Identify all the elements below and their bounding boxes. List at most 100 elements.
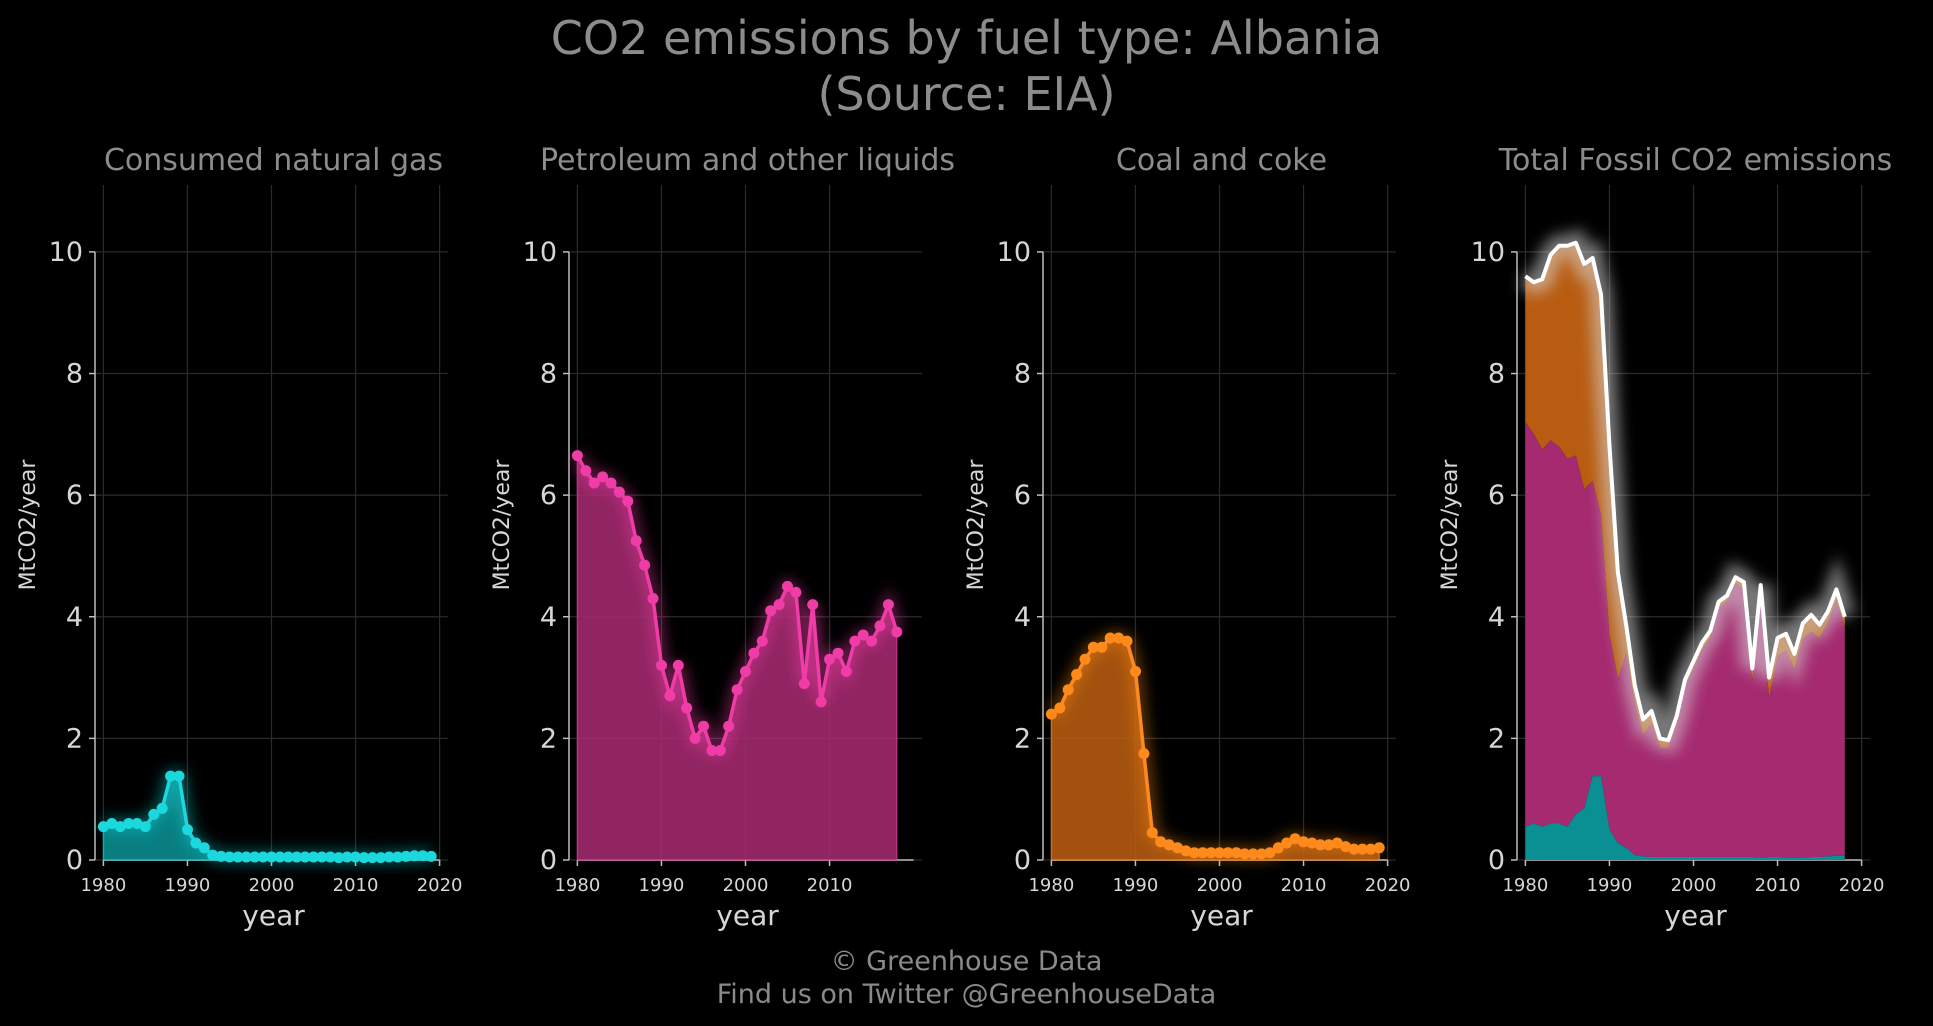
data-point-coal: [1197, 847, 1209, 859]
data-point-petroleum: [672, 659, 684, 671]
total-line: [1524, 240, 1847, 743]
data-point-coal: [1230, 847, 1242, 859]
data-point-petroleum: [891, 626, 903, 638]
data-point-coal: [1298, 836, 1309, 848]
data-point-petroleum: [647, 593, 659, 604]
data-point-gas: [173, 770, 185, 782]
data-point-coal: [1348, 843, 1360, 855]
y-tick-label: 4: [540, 602, 557, 633]
data-point-gas: [215, 850, 227, 862]
y-tick-label: 8: [66, 359, 83, 390]
x-tick-label: 1990: [1113, 875, 1159, 896]
data-point-coal: [1113, 632, 1125, 644]
x-tick-label: 2000: [1671, 875, 1717, 896]
data-point-coal: [1373, 842, 1385, 854]
x-axis-label: year: [1190, 899, 1253, 932]
y-tick-label: 10: [49, 237, 83, 268]
data-point-gas: [257, 851, 269, 863]
data-point-gas: [366, 852, 378, 864]
data-point-gas: [274, 851, 286, 863]
data-point-gas: [316, 851, 328, 863]
data-point-coal: [1340, 841, 1352, 853]
x-tick-label: 1990: [165, 875, 211, 896]
data-point-coal: [1365, 843, 1377, 855]
x-axis-label: year: [1664, 899, 1727, 932]
data-point-gas: [240, 851, 252, 863]
y-tick-label: 8: [1488, 359, 1505, 390]
y-tick-label: 0: [1488, 845, 1505, 876]
data-point-gas: [333, 852, 345, 864]
chart-subtitle: (Source: EIA): [817, 67, 1116, 121]
series-area-coal: [1050, 637, 1380, 861]
data-point-petroleum: [689, 732, 701, 744]
y-tick-label: 0: [66, 845, 83, 876]
data-point-gas: [392, 851, 404, 863]
panel-title: Consumed natural gas: [104, 143, 443, 178]
y-tick-label: 10: [997, 237, 1031, 268]
data-point-gas: [190, 837, 202, 849]
data-point-coal: [1222, 847, 1234, 859]
data-point-gas: [324, 851, 336, 863]
data-point-gas: [232, 851, 244, 863]
stack-area-coal: [1525, 242, 1845, 748]
y-tick-label: 8: [540, 359, 557, 390]
panel-natural-gas: 0 2 4 6 8 10 1980 1990 2000 2010 2020 Consumed natu…: [16, 143, 463, 932]
x-tick-label: 1990: [639, 875, 685, 896]
data-point-petroleum: [790, 586, 802, 598]
y-tick-label: 10: [1471, 237, 1505, 268]
data-point-gas: [375, 852, 387, 864]
data-point-gas: [425, 850, 437, 862]
y-axis-label: MtCO2/year: [490, 459, 515, 591]
panel-petroleum: 0 2 4 6 8 10 1980 1990 2000 2010 Petroleum and oth…: [490, 143, 955, 932]
panel-title: Coal and coke: [1116, 143, 1327, 178]
data-point-gas: [308, 851, 319, 863]
data-point-petroleum: [748, 647, 760, 659]
data-point-petroleum: [807, 599, 819, 611]
data-point-petroleum: [765, 605, 777, 617]
x-tick-label: 1980: [554, 875, 600, 896]
data-point-coal: [1272, 842, 1284, 854]
data-point-coal: [1062, 684, 1074, 696]
data-point-petroleum: [681, 702, 693, 714]
data-point-petroleum: [597, 471, 609, 483]
data-point-petroleum: [639, 559, 651, 571]
data-point-petroleum: [832, 647, 844, 659]
data-point-petroleum: [874, 620, 886, 632]
y-tick-label: 6: [540, 480, 557, 511]
chart-title: CO2 emissions by fuel type: Albania: [550, 11, 1383, 65]
data-point-coal: [1104, 632, 1116, 644]
data-point-gas: [148, 808, 160, 820]
data-point-gas: [131, 818, 143, 829]
y-axis-label: MtCO2/year: [16, 459, 41, 591]
y-tick-label: 0: [540, 845, 557, 876]
data-point-coal: [1071, 669, 1083, 680]
data-point-gas: [182, 824, 193, 836]
y-tick-label: 2: [1014, 723, 1031, 754]
y-tick-label: 0: [1014, 845, 1031, 876]
panel-title: Total Fossil CO2 emissions: [1498, 143, 1892, 178]
data-point-coal: [1172, 842, 1183, 854]
data-point-gas: [139, 821, 151, 833]
data-point-coal: [1180, 845, 1192, 857]
data-point-petroleum: [571, 450, 583, 462]
y-tick-label: 2: [66, 723, 83, 754]
data-point-coal: [1247, 848, 1259, 860]
data-point-gas: [408, 850, 420, 862]
panel-total: 0 2 4 6 8 10 1980 1990 2000 2010 2020 Total Fossil …: [1438, 143, 1892, 932]
x-tick-label: 2020: [417, 875, 463, 896]
y-tick-label: 6: [66, 480, 83, 511]
x-tick-label: 2000: [1197, 875, 1243, 896]
data-point-petroleum: [866, 635, 878, 647]
data-point-petroleum: [857, 629, 869, 641]
data-point-coal: [1281, 837, 1293, 849]
data-point-coal: [1130, 666, 1141, 677]
data-point-coal: [1138, 748, 1150, 760]
panel-title: Petroleum and other liquids: [540, 143, 955, 178]
x-tick-label: 2010: [1281, 875, 1327, 896]
x-tick-label: 2020: [1839, 875, 1885, 896]
data-point-petroleum: [698, 720, 709, 732]
data-point-gas: [123, 818, 135, 829]
x-tick-label: 1980: [1028, 875, 1074, 896]
y-tick-label: 4: [66, 602, 83, 633]
